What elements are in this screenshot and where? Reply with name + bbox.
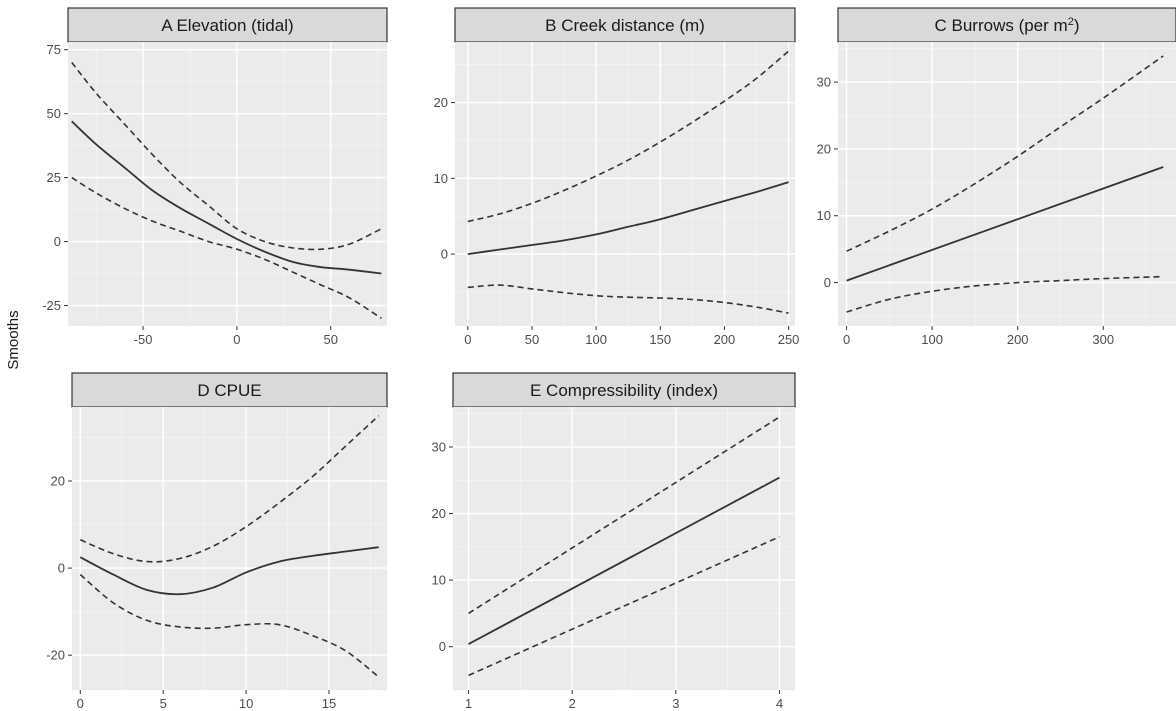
x-tick-label: 4 (776, 696, 783, 711)
panel-background-C (838, 42, 1176, 326)
panel-background-D (72, 407, 387, 690)
x-tick-label: 100 (585, 332, 607, 347)
panel-B: B Creek distance (m) 0 50 100 150 200 250 0 10 20 (434, 7, 800, 347)
panel-background-A (68, 42, 387, 326)
panel-C: C Burrows (per m2) 0 100 200 300 0 10 20 30 (817, 7, 1176, 347)
strip-label-text: B Creek distance (m) (545, 16, 705, 35)
x-tick-label: 5 (160, 696, 167, 711)
x-tick-label: 3 (672, 696, 679, 711)
x-tick-label: 0 (464, 332, 471, 347)
ci-lower-line-A (71, 176, 382, 319)
y-tick-label: 75 (47, 42, 61, 57)
x-tick-label: 15 (322, 696, 336, 711)
panel-D: D CPUE 0 5 10 15 -20 0 20 (46, 372, 388, 711)
smooth-line-E (468, 476, 780, 645)
strip-label-text: D CPUE (197, 381, 261, 400)
y-tick-label: 20 (51, 474, 65, 489)
strip-label-C: C Burrows (per m2) (935, 16, 1080, 35)
y-tick-label: 0 (824, 275, 831, 290)
x-tick-label: 150 (649, 332, 671, 347)
y-tick-label: 30 (817, 75, 831, 90)
y-tick-label: 0 (439, 639, 446, 654)
ci-lower-line-C (846, 275, 1164, 313)
strip-E (452, 372, 796, 408)
y-tick-label: 10 (434, 171, 448, 186)
y-tick-label: -25 (42, 298, 61, 313)
ci-lower-line-E (468, 536, 780, 677)
smooth-line-A (71, 120, 382, 275)
strip-label-B: B Creek distance (m) (545, 16, 705, 35)
y-tick-label: 10 (432, 573, 446, 588)
x-tick-label: 0 (843, 332, 850, 347)
ci-upper-line-C (846, 55, 1164, 252)
smooth-line-B (467, 181, 789, 255)
strip-A (67, 7, 388, 43)
strip-label-text: A Elevation (tidal) (161, 16, 293, 35)
y-tick-label: 0 (54, 234, 61, 249)
y-tick-label: 20 (817, 141, 831, 156)
x-tick-label: 200 (714, 332, 736, 347)
y-tick-label: 10 (817, 208, 831, 223)
y-tick-label: 30 (432, 439, 446, 454)
y-tick-label: 25 (47, 170, 61, 185)
strip-label-end: ) (1074, 16, 1080, 35)
x-tick-label: 50 (323, 332, 337, 347)
y-tick-label: 0 (441, 247, 448, 262)
y-tick-label: 20 (434, 95, 448, 110)
y-tick-label: 50 (47, 106, 61, 121)
panel-A: A Elevation (tidal) -50 0 50 -25 0 25 50 75 (42, 7, 388, 347)
x-tick-label: -50 (134, 332, 153, 347)
smooth-line-C (846, 166, 1164, 282)
x-tick-label: 10 (239, 696, 253, 711)
x-tick-label: 200 (1007, 332, 1029, 347)
ci-lower-line-D (79, 573, 380, 678)
strip-label-superscript: 2 (1068, 16, 1074, 28)
ci-upper-line-B (467, 50, 790, 223)
panel-background-B (455, 42, 795, 326)
x-tick-label: 250 (778, 332, 800, 347)
y-axis-label: Smooths (5, 310, 22, 369)
strip-C (837, 7, 1176, 43)
x-tick-label: 1 (465, 696, 472, 711)
y-tick-label: 0 (58, 561, 65, 576)
x-tick-label: 100 (921, 332, 943, 347)
x-tick-label: 0 (233, 332, 240, 347)
strip-label-E: E Compressibility (index) (530, 381, 718, 400)
x-tick-label: 0 (77, 696, 84, 711)
strip-B (454, 7, 796, 43)
strip-label-A: A Elevation (tidal) (161, 16, 293, 35)
smooth-line-D (79, 546, 379, 596)
panel-E: E Compressibility (index) 1 2 3 4 0 10 20 30 (432, 372, 796, 711)
ci-upper-line-D (79, 415, 380, 563)
x-tick-label: 2 (569, 696, 576, 711)
x-tick-label: 300 (1092, 332, 1114, 347)
ci-upper-line-E (468, 416, 780, 615)
strip-label-D: D CPUE (197, 381, 261, 400)
strip-label-text: E Compressibility (index) (530, 381, 718, 400)
y-tick-label: -20 (46, 648, 65, 663)
x-tick-label: 50 (525, 332, 539, 347)
ci-upper-line-A (71, 62, 382, 251)
ci-lower-line-B (467, 284, 789, 314)
y-tick-label: 20 (432, 506, 446, 521)
strip-label-text: C Burrows (per m (935, 16, 1068, 35)
